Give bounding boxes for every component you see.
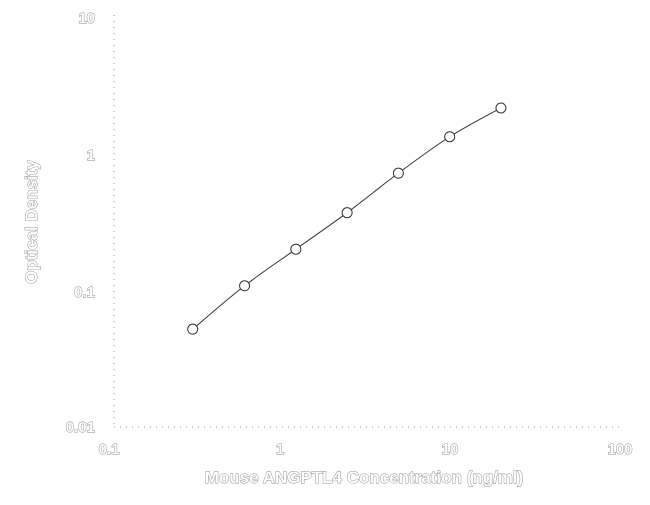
y-axis-ticks: 0.01 0.1 1 10	[65, 10, 95, 437]
y-tick-label-0.01: 0.01	[66, 419, 95, 436]
data-point-2	[290, 243, 302, 255]
y-tick-label-10: 10	[78, 10, 95, 27]
x-tick-label-0.1: 0.1	[99, 441, 120, 458]
x-tick-label-10: 10	[442, 441, 459, 458]
y-tick-label-1: 1	[87, 147, 95, 164]
x-axis-ticks: 0.1 1 10 100	[98, 441, 633, 459]
data-point-5	[444, 131, 456, 143]
y-axis-title: Optical Density	[22, 160, 41, 284]
grid-lines	[113, 15, 620, 428]
data-point-3	[341, 207, 353, 219]
data-point-0	[187, 323, 199, 335]
x-tick-label-1: 1	[276, 441, 284, 458]
x-tick-label-100: 100	[607, 441, 632, 458]
fitted-curve	[192, 107, 502, 330]
data-points	[187, 102, 507, 335]
x-axis-title: Mouse ANGPTL4 Concentration (ng/ml)	[205, 468, 524, 487]
data-point-4	[392, 167, 404, 179]
y-tick-label-0.1: 0.1	[74, 284, 95, 301]
data-point-6	[495, 102, 507, 114]
data-point-1	[239, 280, 251, 292]
